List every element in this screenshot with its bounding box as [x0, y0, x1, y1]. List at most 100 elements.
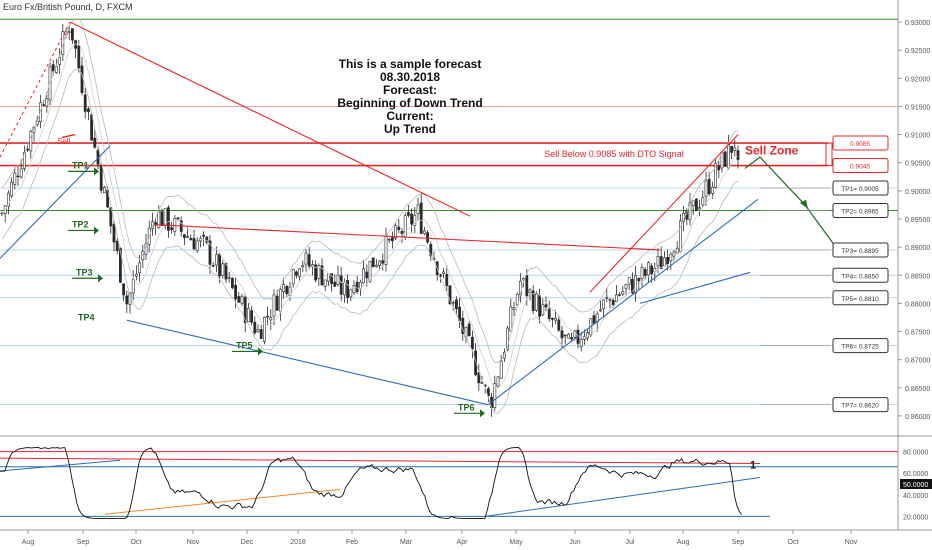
- candle-body: [410, 213, 414, 225]
- candle-body: [326, 273, 330, 282]
- target-badge: [832, 290, 889, 306]
- candle-body: [355, 281, 359, 292]
- candle-body: [250, 310, 254, 323]
- candle-body: [499, 360, 503, 379]
- candle-body: [269, 317, 273, 321]
- candle-body: [237, 296, 241, 303]
- candle-body: [243, 296, 247, 323]
- candle-body: [294, 271, 298, 276]
- candle-body: [701, 197, 705, 206]
- candle-body: [470, 336, 474, 350]
- candle-body: [493, 383, 497, 408]
- candle-body: [605, 297, 609, 299]
- blue-trendline-low: [126, 319, 489, 406]
- candle-body: [13, 172, 17, 185]
- candle-body: [592, 315, 596, 324]
- candle-body: [333, 281, 337, 287]
- tp-mark-label: TP3: [76, 267, 93, 277]
- target-badge: [832, 267, 889, 283]
- candle-body: [426, 232, 430, 243]
- y-tick-label: 0.91500: [905, 104, 930, 111]
- y-tick-label: 0.89000: [905, 245, 930, 252]
- x-tick-label: Dec: [241, 539, 254, 546]
- candle-body: [7, 192, 10, 207]
- candle-body: [115, 240, 119, 252]
- candle-body: [650, 265, 654, 275]
- y-tick-label: 0.87500: [905, 330, 930, 337]
- band-middle: [1, 43, 739, 389]
- candle-body: [730, 146, 734, 153]
- candle-body: [400, 231, 404, 234]
- candle-body: [621, 290, 625, 295]
- candle-body: [419, 202, 423, 234]
- candle-body: [422, 230, 426, 235]
- x-tick-label: Sep: [732, 539, 745, 546]
- candle-body: [125, 295, 129, 305]
- candle-body: [662, 257, 666, 267]
- band-lower: [1, 68, 739, 414]
- candle-body: [186, 236, 190, 238]
- target-label: TP6= 0.8725: [841, 344, 879, 351]
- candle-body: [646, 262, 650, 276]
- candle-body: [211, 265, 215, 267]
- y-tick-label: 0.90500: [905, 161, 930, 168]
- candle-body: [534, 293, 538, 311]
- candle-body: [672, 251, 676, 257]
- y-tick-label: 0.86500: [905, 386, 930, 393]
- candle-body: [560, 330, 564, 339]
- candle-body: [71, 28, 74, 41]
- candle-body: [176, 217, 180, 220]
- candle-body: [29, 130, 33, 152]
- tp-mark-arrow: [94, 167, 99, 176]
- forecast-annotation-line: Current:: [386, 109, 433, 123]
- candle-body: [45, 98, 49, 107]
- candle-body: [16, 175, 20, 178]
- candle-body: [733, 147, 737, 151]
- candle-body: [688, 202, 692, 221]
- candle-body: [506, 327, 510, 350]
- candle-body: [247, 307, 250, 323]
- candle-body: [122, 283, 126, 296]
- candle-body: [51, 64, 55, 72]
- candle-body: [368, 260, 372, 282]
- tp-mark-arrow: [94, 226, 99, 235]
- candle-body: [538, 294, 542, 317]
- candle-body: [598, 309, 602, 312]
- candle-body: [371, 257, 375, 268]
- candle-body: [640, 267, 644, 280]
- candle-body: [406, 212, 410, 216]
- x-tick-label: Oct: [131, 539, 142, 546]
- candle-body: [301, 264, 305, 268]
- y-tick-label: 0.88000: [905, 301, 930, 308]
- x-tick-label: May: [509, 539, 523, 546]
- osc-tick-label: 20.0000: [903, 514, 928, 521]
- candle-body: [365, 271, 369, 279]
- candle-body: [378, 260, 382, 266]
- target-label: 0.9045: [850, 164, 870, 171]
- candle-body: [429, 244, 433, 257]
- y-tick-label: 0.92500: [905, 48, 930, 55]
- candle-body: [208, 240, 212, 265]
- candle-body: [362, 268, 366, 284]
- candle-body: [19, 168, 23, 178]
- candle-body: [563, 334, 567, 337]
- candle-body: [202, 234, 206, 237]
- candle-body: [659, 256, 663, 270]
- candle-body: [582, 336, 586, 340]
- x-tick-label: Apr: [457, 539, 469, 546]
- candle-body: [240, 295, 244, 304]
- candle-body: [618, 294, 622, 296]
- candle-body: [253, 321, 257, 334]
- candle-body: [342, 282, 346, 296]
- candle-body: [454, 299, 458, 310]
- candle-body: [231, 277, 234, 289]
- candle-body: [131, 279, 135, 294]
- candle-body: [215, 254, 218, 266]
- candle-body: [531, 290, 535, 312]
- candle-body: [314, 264, 318, 281]
- candle-body: [170, 227, 174, 230]
- candle-body: [726, 144, 730, 169]
- oscillator-line: [0, 446, 742, 519]
- red-trendline-mid: [154, 224, 661, 251]
